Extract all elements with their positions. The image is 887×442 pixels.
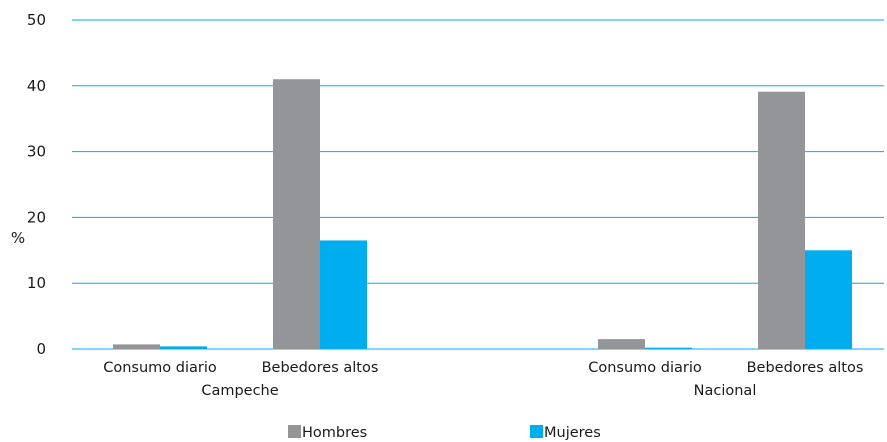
legend-label: Hombres: [302, 425, 367, 441]
gridlines: [72, 19, 884, 350]
y-tick-label: 30: [27, 143, 46, 161]
y-tick-label: 10: [27, 274, 46, 292]
bar-hombres-0: [113, 344, 160, 349]
category-label: Consumo diario: [103, 360, 217, 376]
group-label: Campeche: [201, 383, 278, 399]
bar-hombres-2: [598, 339, 645, 349]
x-axis-category-labels: Consumo diario Bebedores altos Consumo dia…: [103, 360, 863, 376]
bar-mujeres-0: [160, 346, 207, 349]
category-label: Bebedores altos: [262, 360, 379, 376]
y-axis-ticks: 0 10 20 30 40 50: [27, 11, 46, 358]
bar-mujeres-2: [645, 347, 692, 349]
y-axis-label: %: [11, 229, 25, 247]
y-tick-label: 40: [27, 77, 46, 95]
legend-swatch: [288, 425, 301, 438]
bar-mujeres-3: [805, 250, 852, 349]
bar-hombres-1: [273, 79, 320, 349]
bar-mujeres-1: [320, 240, 367, 349]
category-label: Bebedores altos: [747, 360, 864, 376]
legend: Hombres Mujeres: [288, 425, 601, 441]
category-label: Consumo diario: [588, 360, 702, 376]
x-axis-group-labels: Campeche Nacional: [201, 383, 756, 399]
legend-label: Mujeres: [544, 425, 601, 441]
legend-swatch: [530, 425, 543, 438]
y-tick-label: 50: [27, 11, 46, 29]
bar-hombres-3: [758, 91, 805, 350]
bars: [113, 79, 852, 350]
y-tick-label: 20: [27, 208, 46, 226]
y-tick-label: 0: [36, 340, 46, 358]
group-label: Nacional: [694, 383, 757, 399]
